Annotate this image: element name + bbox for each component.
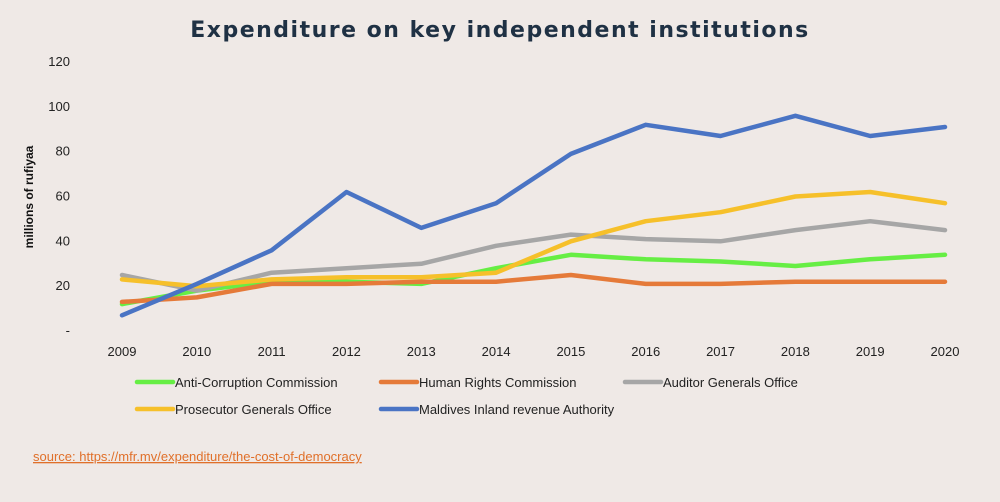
x-tick-label: 2019: [856, 344, 885, 359]
y-axis-ticks: - 20 40 60 80 100 120: [48, 54, 70, 338]
y-tick-label: -: [66, 323, 70, 338]
x-tick-label: 2013: [407, 344, 436, 359]
legend-item-4: Maldives Inland revenue Authority: [378, 402, 615, 417]
y-tick-label: 60: [56, 189, 70, 204]
x-tick-label: 2016: [631, 344, 660, 359]
legend-label: Auditor Generals Office: [663, 375, 798, 390]
series-line-1: [119, 272, 948, 305]
series-line-0: [119, 252, 948, 307]
x-tick-label: 2009: [108, 344, 137, 359]
chart-title: Expenditure on key independent instituti…: [190, 18, 810, 43]
y-tick-label: 120: [48, 54, 70, 69]
x-tick-label: 2010: [182, 344, 211, 359]
x-tick-label: 2018: [781, 344, 810, 359]
y-axis-label: millions of rufiyaa: [22, 145, 36, 248]
x-tick-label: 2012: [332, 344, 361, 359]
series-lines: [119, 113, 948, 318]
legend: Anti-Corruption Commission Human Rights C…: [134, 375, 798, 417]
y-tick-label: 100: [48, 99, 70, 114]
legend-item-0: Anti-Corruption Commission: [134, 375, 338, 390]
legend-label: Maldives Inland revenue Authority: [419, 402, 615, 417]
source-link[interactable]: source: https://mfr.mv/expenditure/the-c…: [33, 449, 362, 464]
x-tick-label: 2011: [258, 344, 286, 359]
y-tick-label: 40: [56, 233, 70, 248]
legend-label: Anti-Corruption Commission: [175, 375, 338, 390]
legend-label: Human Rights Commission: [419, 375, 577, 390]
x-axis-ticks: 2009 2010 2011 2012 2013 2014 2015 2016 2017 2018…: [108, 344, 960, 359]
x-tick-label: 2017: [706, 344, 735, 359]
legend-label: Prosecutor Generals Office: [175, 402, 332, 417]
x-tick-label: 2015: [556, 344, 585, 359]
y-tick-label: 20: [56, 278, 70, 293]
legend-item-2: Auditor Generals Office: [622, 375, 798, 390]
legend-item-1: Human Rights Commission: [378, 375, 577, 390]
series-line-3: [119, 189, 948, 289]
series-line-2: [119, 218, 948, 293]
series-line-4: [119, 113, 948, 318]
y-tick-label: 80: [56, 144, 70, 159]
legend-item-3: Prosecutor Generals Office: [134, 402, 332, 417]
x-tick-label: 2014: [482, 344, 511, 359]
x-tick-label: 2020: [931, 344, 960, 359]
